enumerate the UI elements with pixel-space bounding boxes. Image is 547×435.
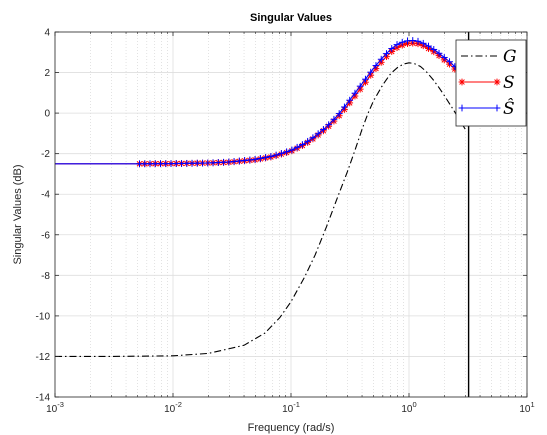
series-line: [55, 62, 466, 357]
x-axis-label: Frequency (rad/s): [248, 422, 335, 434]
data-point: [314, 130, 322, 138]
data-point: [440, 54, 448, 61]
data-point: [272, 151, 280, 159]
y-tick-label: -6: [41, 230, 50, 241]
legend: GSŜ: [455, 39, 527, 127]
data-point: [293, 143, 301, 151]
data-point: [341, 103, 348, 111]
data-point: [346, 96, 354, 104]
series-layer: [55, 32, 470, 397]
data-point: [372, 62, 380, 69]
data-point: [409, 37, 417, 44]
x-tick-label: 10-1: [282, 400, 300, 415]
legend-entry: S: [458, 73, 515, 93]
data-point: [383, 50, 390, 57]
data-point: [288, 146, 296, 154]
data-point: [241, 157, 248, 164]
marker-stroke: [459, 79, 465, 85]
y-tick-label: 2: [44, 68, 50, 79]
series-g: [55, 62, 466, 357]
data-point: [246, 156, 254, 164]
data-point: [298, 141, 306, 148]
legend-marker: [458, 78, 466, 86]
y-tick-label: 4: [44, 28, 50, 39]
y-tick-label: -4: [41, 190, 50, 201]
y-tick-label: -10: [36, 311, 51, 322]
legend-label: G: [503, 47, 517, 67]
x-tick-label: 10-3: [46, 400, 64, 415]
data-point: [414, 37, 422, 45]
data-point: [351, 89, 359, 97]
y-axis-label: Singular Values (dB): [12, 164, 24, 264]
data-point: [367, 68, 375, 76]
data-point: [446, 58, 453, 66]
legend-entry: Ŝ: [458, 98, 515, 119]
data-point: [267, 153, 275, 160]
legend-marker: [458, 104, 466, 112]
data-point: [388, 45, 396, 52]
data-point: [435, 49, 443, 57]
legend-label: S: [503, 73, 515, 93]
data-point: [277, 150, 285, 157]
y-tick-label: 0: [44, 109, 50, 120]
data-point: [377, 55, 385, 63]
legend-box: [455, 39, 527, 127]
series-line: [55, 42, 468, 165]
x-tick-label: 101: [519, 400, 534, 415]
series-line: [55, 39, 468, 165]
data-point: [262, 154, 270, 161]
data-point: [256, 155, 264, 162]
data-point: [330, 115, 338, 123]
chart-title: Singular Values: [250, 12, 332, 24]
x-tick-label: 10-2: [164, 400, 182, 415]
data-point: [320, 126, 327, 133]
data-point: [393, 41, 401, 48]
data-point: [430, 46, 438, 53]
data-point: [235, 157, 243, 165]
data-point: [362, 75, 369, 83]
data-point: [335, 110, 343, 117]
y-tick-label: -12: [36, 352, 51, 363]
y-tick-label: -2: [41, 149, 50, 160]
plot-frame: [54, 31, 528, 398]
data-point: [325, 121, 333, 129]
y-tick-label: -8: [41, 271, 50, 282]
data-point: [283, 148, 291, 156]
data-point: [398, 38, 406, 46]
marker-stroke: [494, 79, 500, 85]
data-point: [419, 39, 427, 47]
data-point: [356, 82, 364, 90]
legend-marker: [493, 78, 501, 86]
data-point: [225, 158, 233, 166]
data-point: [230, 158, 238, 165]
data-point: [251, 155, 259, 163]
legend-entry: G: [461, 47, 517, 67]
legend-marker: [493, 104, 501, 112]
data-point: [304, 137, 312, 145]
series-s-hat: [55, 37, 469, 168]
series-s: [55, 39, 469, 168]
legend-label: Ŝ: [503, 98, 515, 119]
y-tick-label: -14: [36, 393, 51, 404]
data-point: [425, 42, 432, 50]
data-point: [309, 134, 317, 142]
x-tick-label: 100: [401, 400, 416, 415]
